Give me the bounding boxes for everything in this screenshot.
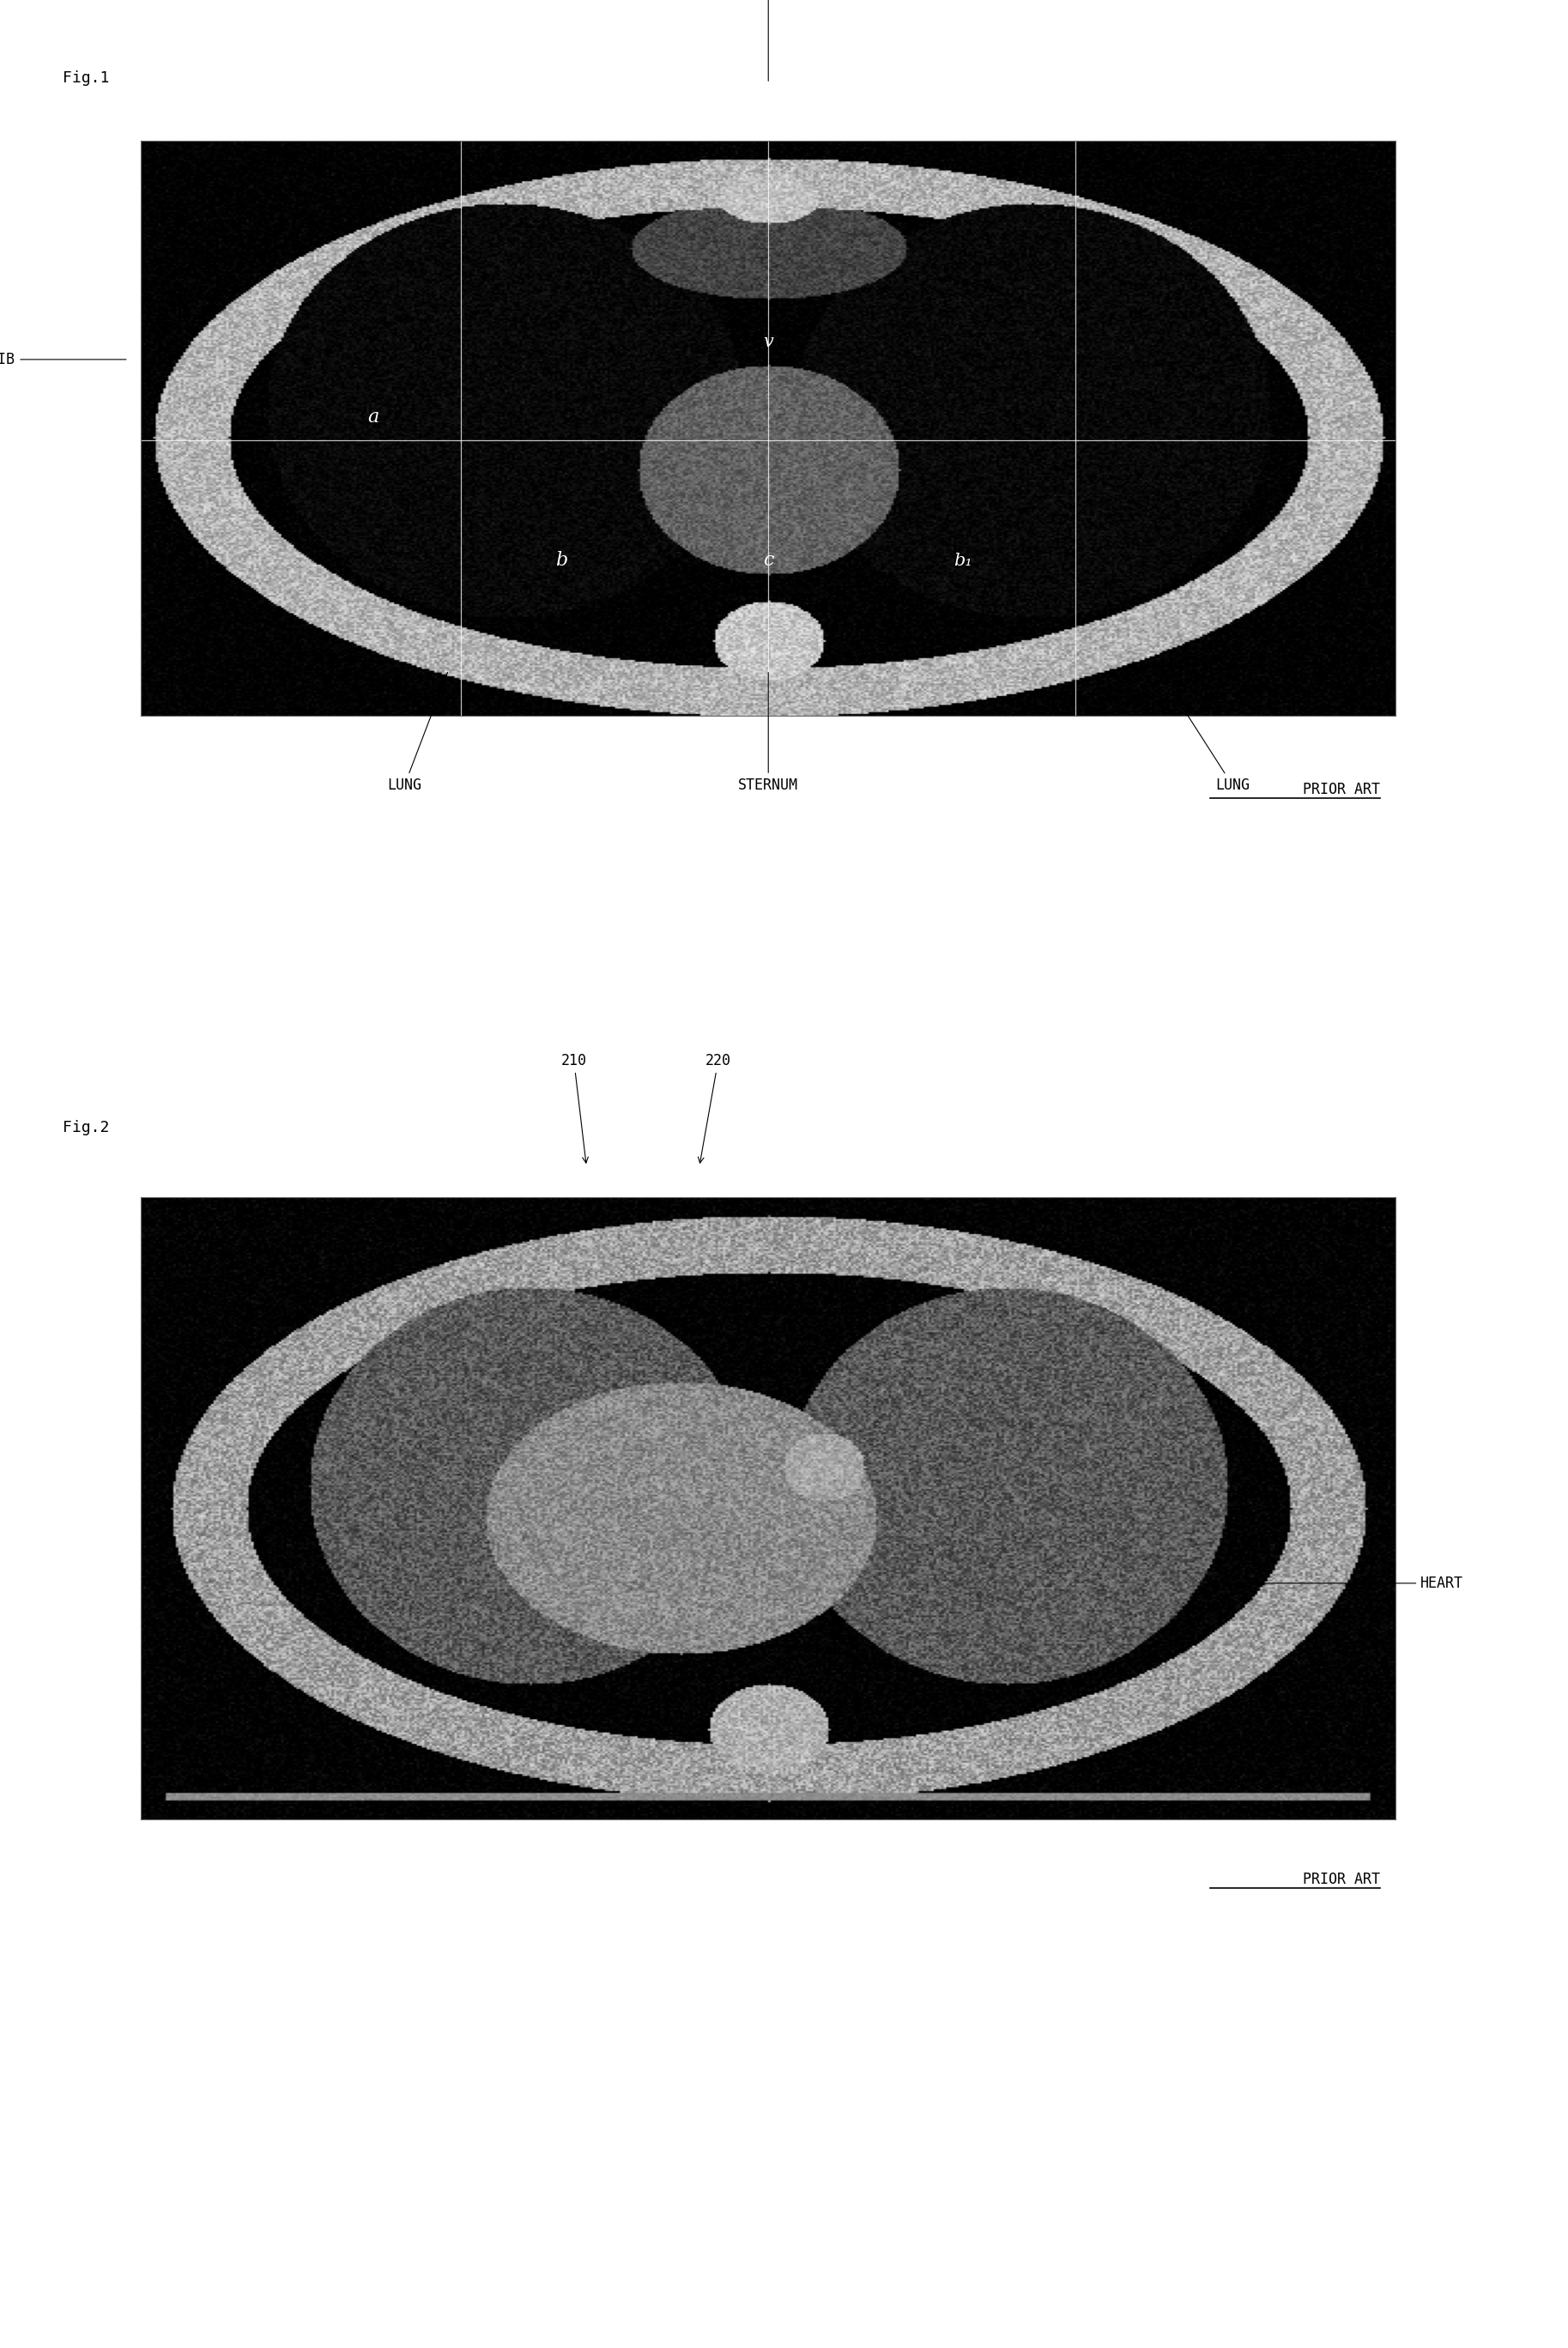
Text: SPINE: SPINE [746,0,790,80]
Text: v: v [764,333,773,350]
Text: Fig.2: Fig.2 [63,1120,110,1134]
Text: LUNG: LUNG [1171,690,1250,794]
Text: c: c [764,552,773,571]
Text: PRIOR ART: PRIOR ART [1303,782,1380,798]
Text: a: a [367,409,379,427]
Text: b₁: b₁ [953,552,972,568]
Text: HEART: HEART [1223,1576,1463,1592]
Text: LUNG: LUNG [387,672,447,794]
Text: Fig.1: Fig.1 [63,70,110,85]
Text: RIB: RIB [0,352,125,366]
Text: STERNUM: STERNUM [739,672,798,794]
Text: 210: 210 [561,1052,588,1162]
Text: b: b [555,552,568,571]
Text: 220: 220 [698,1052,731,1162]
Text: PRIOR ART: PRIOR ART [1303,1871,1380,1888]
